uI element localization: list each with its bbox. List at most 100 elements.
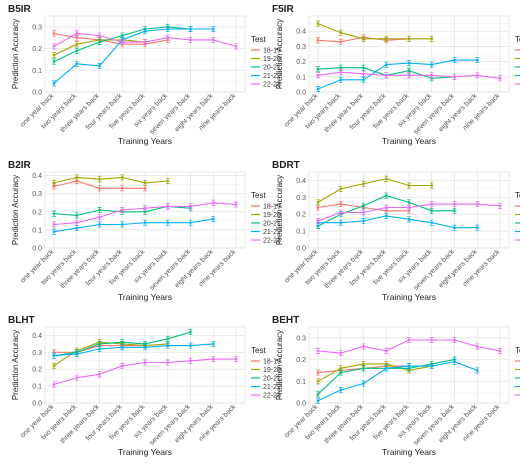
data-point <box>339 211 343 214</box>
x-tick-label: seven years back <box>412 92 456 136</box>
legend-entry: 22-23 <box>263 82 281 89</box>
data-point <box>475 369 479 372</box>
data-point <box>52 364 56 368</box>
y-axis-label: Prediction Accuracy <box>11 175 20 245</box>
data-point <box>316 73 320 77</box>
y-tick-label: 0.3 <box>296 44 306 51</box>
data-point <box>362 382 365 385</box>
data-point <box>120 186 124 190</box>
data-point <box>143 29 147 33</box>
data-point <box>339 351 343 355</box>
series-line <box>53 176 168 184</box>
data-point <box>453 58 456 62</box>
y-tick-label: 0.4 <box>296 29 306 36</box>
data-point <box>75 176 79 179</box>
data-point <box>52 212 56 215</box>
legend-title: Test <box>515 35 520 44</box>
y-tick-label: 0.2 <box>32 46 42 53</box>
data-point <box>430 184 434 187</box>
data-point <box>75 226 79 230</box>
x-axis-label: Training Years <box>382 292 436 302</box>
legend-entry: 19-20 <box>263 56 281 63</box>
y-tick-label: 0.1 <box>296 229 306 236</box>
legend-title: Test <box>251 346 266 355</box>
data-point <box>189 205 192 208</box>
y-axis-label: Prediction Accuracy <box>275 330 284 400</box>
data-point <box>453 226 456 230</box>
data-point <box>75 179 79 183</box>
data-point <box>75 36 79 40</box>
y-tick-label: 0.3 <box>296 335 306 342</box>
y-tick-label: 0.2 <box>32 367 42 374</box>
chart-title: BLHT <box>8 315 35 326</box>
y-tick-label: 0.0 <box>32 401 42 408</box>
data-point <box>430 338 434 342</box>
data-point <box>316 87 320 91</box>
data-point <box>316 67 320 71</box>
x-tick-label: three years back <box>323 92 365 134</box>
data-point <box>52 45 56 48</box>
data-point <box>75 221 79 224</box>
data-point <box>120 208 124 212</box>
data-point <box>498 204 502 208</box>
data-point <box>407 37 411 41</box>
data-point <box>143 40 147 44</box>
legend-entry: 20-21 <box>263 221 281 228</box>
x-tick-label: three years back <box>323 403 365 445</box>
data-point <box>339 31 343 35</box>
data-point <box>430 221 434 224</box>
x-tick-label: seven years back <box>148 248 192 292</box>
data-point <box>384 177 388 181</box>
chart-title: B5IR <box>8 4 32 15</box>
legend-entry: 21-22 <box>263 229 281 236</box>
data-point <box>120 34 124 37</box>
data-point <box>362 66 365 69</box>
data-point <box>362 72 365 76</box>
y-tick-label: 0.3 <box>32 350 42 357</box>
x-axis-label: Training Years <box>118 447 172 457</box>
data-point <box>143 345 147 349</box>
data-point <box>362 345 365 348</box>
data-point <box>498 349 502 353</box>
data-point <box>189 330 192 334</box>
data-point <box>407 184 411 187</box>
y-tick-label: 0.1 <box>296 74 306 81</box>
data-point <box>211 201 215 205</box>
data-point <box>384 37 388 41</box>
data-point <box>75 214 79 217</box>
data-point <box>316 393 320 396</box>
data-point <box>52 383 56 386</box>
y-tick-label: 0.2 <box>296 212 306 219</box>
data-point <box>430 202 434 206</box>
data-point <box>407 69 411 73</box>
data-point <box>98 223 101 226</box>
data-point <box>316 201 320 204</box>
data-point <box>339 187 343 191</box>
data-point <box>98 208 101 212</box>
y-tick-label: 0.4 <box>296 178 306 185</box>
data-point <box>166 179 170 183</box>
data-point <box>143 210 147 214</box>
data-point <box>143 181 147 185</box>
data-point <box>211 342 215 346</box>
data-point <box>75 376 79 379</box>
data-point <box>52 354 56 358</box>
data-point <box>52 82 56 85</box>
x-tick-label: three years back <box>59 92 101 134</box>
data-point <box>407 201 411 204</box>
x-axis-label: Training Years <box>382 136 436 146</box>
chart-title: BEHT <box>272 315 299 326</box>
data-point <box>407 73 411 77</box>
y-tick-label: 0.0 <box>296 90 306 97</box>
data-point <box>52 185 56 188</box>
data-point <box>475 345 479 348</box>
y-tick-label: 0.1 <box>32 227 42 234</box>
data-point <box>384 73 388 77</box>
data-point <box>98 34 101 37</box>
y-tick-label: 0.0 <box>296 246 306 253</box>
data-point <box>498 77 502 80</box>
chart-title: F5IR <box>272 4 294 15</box>
